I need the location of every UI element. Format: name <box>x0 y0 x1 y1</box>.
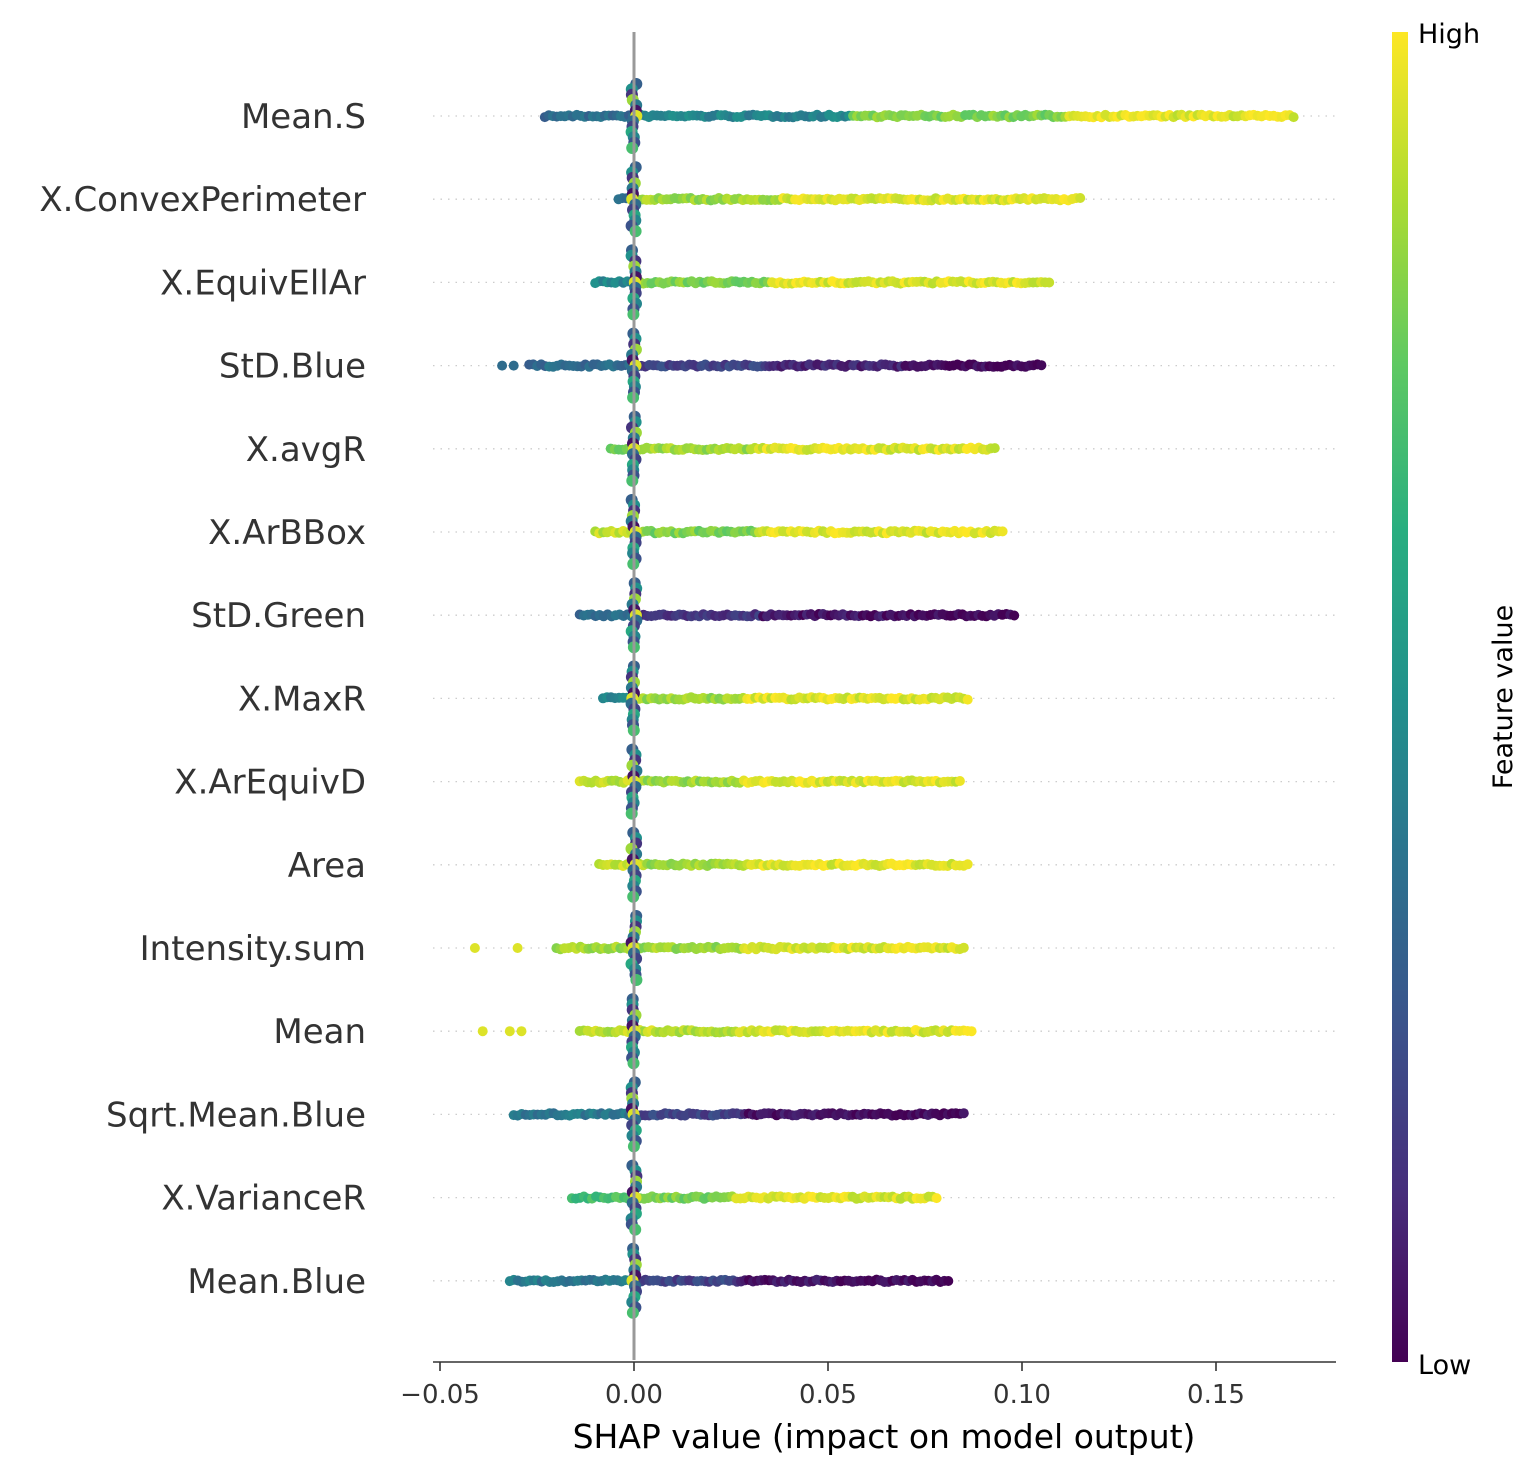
x-axis: −0.05 0.00 0.05 0.10 0.15 <box>400 1361 1336 1410</box>
feature-row: Mean.S <box>241 78 1336 154</box>
feature-label: Mean.S <box>241 97 366 137</box>
colorbar-low-label: Low <box>1418 1350 1471 1381</box>
shap-point <box>954 776 965 786</box>
shap-point <box>626 142 639 154</box>
shap-point <box>1036 360 1047 371</box>
shap-outlier-point <box>504 1026 515 1037</box>
x-axis-label: SHAP value (impact on model output) <box>573 1417 1196 1456</box>
shap-outlier-point <box>477 1026 488 1037</box>
shap-point <box>958 942 969 953</box>
feature-label: Area <box>288 846 366 886</box>
feature-row: Mean.Blue <box>187 1242 1336 1319</box>
x-tick-label: −0.05 <box>400 1380 480 1410</box>
shap-point <box>625 807 638 820</box>
colorbar-gradient <box>1392 32 1408 1362</box>
feature-row: X.ConvexPerimeter <box>39 161 1336 238</box>
shap-point <box>1288 112 1299 123</box>
shap-point <box>997 526 1008 537</box>
shap-point <box>958 1108 969 1119</box>
feature-label: X.VarianceR <box>161 1179 366 1219</box>
x-tick-label: 0.10 <box>993 1380 1051 1410</box>
feature-rows: Mean.S X.ConvexPerimeter X.EquivEllAr StD.B… <box>39 78 1336 1319</box>
feature-row: Intensity.sum <box>140 910 1336 986</box>
shap-point <box>1075 193 1086 203</box>
feature-label: Mean.Blue <box>187 1262 366 1302</box>
feature-label: Mean <box>273 1012 366 1052</box>
shap-outlier-point <box>516 1026 527 1037</box>
x-tick-label: 0.00 <box>605 1380 663 1410</box>
x-tick-label: 0.15 <box>1187 1380 1245 1410</box>
feature-row: X.avgR <box>246 410 1336 487</box>
feature-label: StD.Blue <box>219 347 366 387</box>
feature-row: StD.Green <box>191 577 1336 654</box>
feature-label: X.ArBBox <box>208 513 366 553</box>
feature-label: X.MaxR <box>238 679 366 719</box>
feature-label: X.ArEquivD <box>174 763 366 803</box>
colorbar-title: Feature value <box>1488 605 1519 789</box>
feature-row: X.MaxR <box>238 660 1336 737</box>
feature-row: X.ArEquivD <box>174 743 1336 820</box>
feature-row: Sqrt.Mean.Blue <box>106 1076 1336 1153</box>
feature-label: StD.Green <box>191 596 366 636</box>
feature-row: Area <box>288 826 1336 903</box>
shap-outlier-point <box>469 943 480 953</box>
feature-row: X.ArBBox <box>208 494 1336 570</box>
shap-point <box>966 1026 977 1037</box>
shap-outlier-point <box>508 360 519 371</box>
shap-point <box>962 859 973 870</box>
colorbar: High Low Feature value <box>1392 19 1519 1381</box>
shap-point <box>1009 610 1020 621</box>
shap-point <box>989 443 1000 454</box>
feature-label: X.ConvexPerimeter <box>39 180 366 220</box>
feature-label: Intensity.sum <box>140 929 366 969</box>
feature-label: X.avgR <box>246 430 366 470</box>
colorbar-high-label: High <box>1418 19 1480 50</box>
feature-label: Sqrt.Mean.Blue <box>106 1095 366 1135</box>
x-tick-label: 0.05 <box>799 1380 857 1410</box>
shap-point <box>962 694 973 705</box>
feature-row: StD.Blue <box>219 327 1336 404</box>
shap-point <box>630 974 643 986</box>
shap-point <box>943 1276 954 1286</box>
feature-row: X.EquivEllAr <box>160 244 1336 321</box>
feature-row: Mean <box>273 993 1336 1070</box>
shap-outlier-point <box>512 943 523 953</box>
shap-point <box>1044 277 1055 288</box>
shap-point <box>629 225 642 238</box>
shap-point <box>626 474 639 487</box>
shap-point <box>931 1193 942 1204</box>
feature-row: X.VarianceR <box>161 1159 1336 1236</box>
shap-outlier-point <box>497 360 508 371</box>
feature-label: X.EquivEllAr <box>160 263 366 303</box>
